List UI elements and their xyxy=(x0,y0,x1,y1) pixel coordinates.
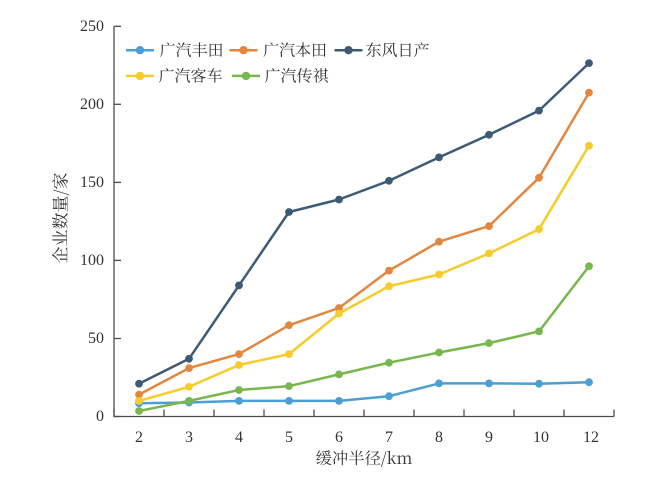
svg-text:250: 250 xyxy=(80,18,104,35)
svg-text:3: 3 xyxy=(185,429,193,446)
svg-text:5: 5 xyxy=(285,429,293,446)
svg-text:100: 100 xyxy=(80,252,104,269)
svg-text:7: 7 xyxy=(385,429,393,446)
svg-text:2: 2 xyxy=(135,429,143,446)
svg-text:6: 6 xyxy=(335,429,343,446)
svg-text:9: 9 xyxy=(485,429,493,446)
svg-text:8: 8 xyxy=(435,429,443,446)
svg-text:200: 200 xyxy=(80,96,104,113)
svg-text:50: 50 xyxy=(88,330,104,347)
svg-text:0: 0 xyxy=(96,408,104,425)
svg-text:150: 150 xyxy=(80,174,104,191)
svg-text:10: 10 xyxy=(533,429,549,446)
svg-text:12: 12 xyxy=(583,429,599,446)
svg-text:4: 4 xyxy=(235,429,243,446)
